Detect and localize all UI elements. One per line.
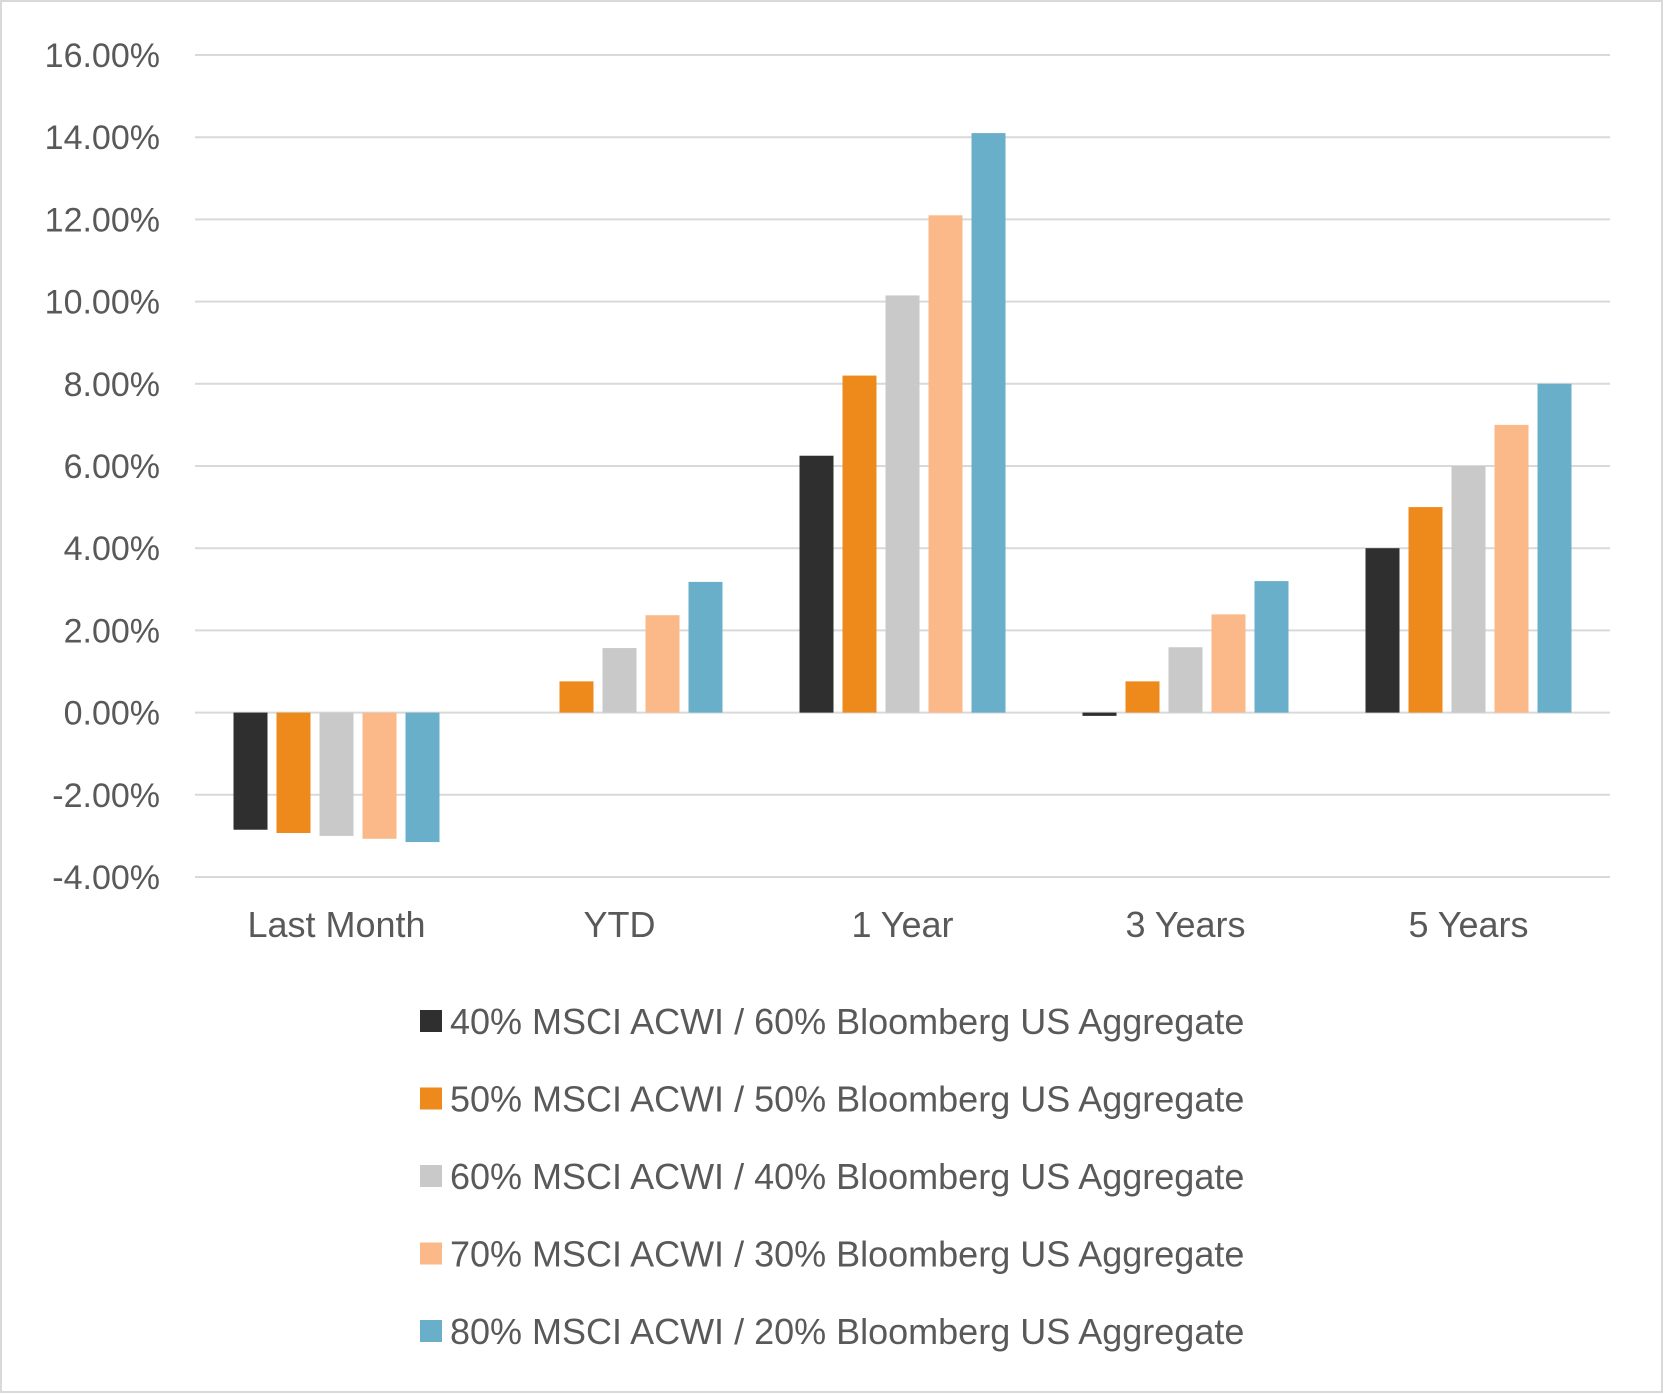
bar	[1168, 647, 1203, 713]
y-tick-label: -2.00%	[52, 777, 160, 815]
bar	[559, 681, 594, 713]
x-category-label: 5 Years	[1408, 904, 1528, 945]
bar	[1537, 383, 1572, 713]
y-axis-ticks: 16.00% 14.00% 12.00% 10.00% 8.00% 6.00% 4.00% 2…	[45, 37, 160, 897]
bar	[405, 712, 440, 843]
bar	[1365, 548, 1400, 713]
bar	[688, 581, 723, 713]
bar	[799, 455, 834, 713]
bar	[276, 712, 311, 834]
legend-swatch	[420, 1010, 442, 1032]
x-category-label: 1 Year	[851, 904, 953, 945]
y-tick-label: 6.00%	[64, 448, 160, 486]
y-tick-label: 0.00%	[64, 695, 160, 733]
bar	[1451, 466, 1486, 713]
bar	[1408, 507, 1443, 713]
y-tick-label: 4.00%	[64, 530, 160, 568]
x-axis-categories: Last Month YTD 1 Year 3 Years 5 Years	[247, 904, 1528, 945]
bar	[645, 615, 680, 713]
bar	[928, 215, 963, 713]
y-tick-label: 16.00%	[45, 37, 160, 75]
bar	[971, 133, 1006, 713]
bar	[602, 648, 637, 713]
bar	[842, 375, 877, 713]
y-tick-label: 14.00%	[45, 119, 160, 157]
legend-swatch	[420, 1165, 442, 1187]
bar	[1211, 614, 1246, 713]
bar	[1494, 424, 1529, 713]
legend: 40% MSCI ACWI / 60% Bloomberg US Aggrega…	[420, 1001, 1244, 1352]
y-tick-label: -4.00%	[52, 859, 160, 897]
bar	[885, 295, 920, 713]
bar	[362, 712, 397, 839]
legend-label: 50% MSCI ACWI / 50% Bloomberg US Aggrega…	[450, 1079, 1244, 1120]
legend-label: 60% MSCI ACWI / 40% Bloomberg US Aggrega…	[450, 1156, 1244, 1197]
x-category-label: YTD	[584, 904, 656, 945]
legend-label: 40% MSCI ACWI / 60% Bloomberg US Aggrega…	[450, 1001, 1244, 1042]
bar	[1125, 681, 1160, 713]
y-tick-label: 2.00%	[64, 612, 160, 650]
bar	[319, 712, 354, 836]
y-tick-label: 10.00%	[45, 284, 160, 322]
y-tick-label: 12.00%	[45, 201, 160, 239]
bar	[1082, 712, 1117, 716]
legend-swatch	[420, 1087, 442, 1110]
legend-label: 80% MSCI ACWI / 20% Bloomberg US Aggrega…	[450, 1311, 1244, 1352]
y-tick-label: 8.00%	[64, 366, 160, 404]
bar	[1254, 581, 1289, 713]
legend-swatch	[420, 1320, 442, 1342]
x-category-label: 3 Years	[1125, 904, 1245, 945]
legend-swatch	[420, 1242, 442, 1265]
legend-label: 70% MSCI ACWI / 30% Bloomberg US Aggrega…	[450, 1234, 1244, 1275]
x-category-label: Last Month	[247, 904, 425, 945]
bar	[233, 712, 268, 830]
bars	[233, 133, 1572, 843]
